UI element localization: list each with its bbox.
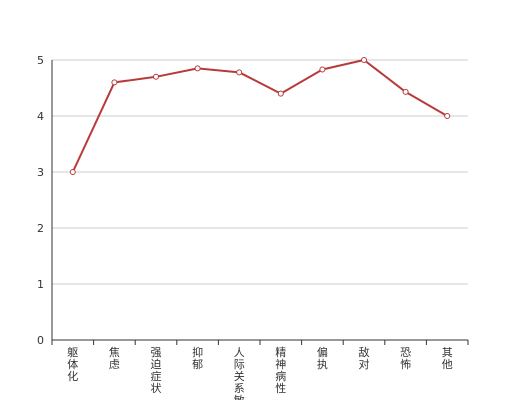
x-tick-label: 其他	[442, 346, 453, 371]
x-tick-label: 偏执	[317, 345, 328, 371]
y-tick-label: 3	[37, 166, 44, 179]
y-tick-label: 2	[37, 222, 44, 235]
data-point[interactable]	[277, 90, 284, 97]
y-tick-label: 1	[37, 278, 44, 291]
data-point[interactable]	[361, 57, 367, 63]
y-tick-label: 5	[37, 54, 44, 67]
x-tick-label: 躯体化	[67, 346, 78, 383]
y-tick-label: 4	[37, 110, 44, 123]
data-point[interactable]	[69, 169, 76, 175]
data-point[interactable]	[319, 66, 326, 73]
x-tick-label: 抑郁	[192, 345, 203, 371]
x-tick-label: 强迫症状	[151, 346, 162, 395]
x-tick-label: 精神病性	[275, 346, 286, 395]
data-point[interactable]	[194, 65, 201, 72]
data-point[interactable]	[402, 88, 409, 95]
data-point[interactable]	[236, 69, 243, 76]
data-point[interactable]	[111, 79, 118, 86]
series-line	[71, 59, 448, 173]
series	[71, 59, 448, 173]
x-tick-label: 恐怖	[400, 346, 411, 371]
data-points	[69, 57, 451, 175]
data-point[interactable]	[444, 113, 451, 119]
x-tick-label: 敌对	[359, 345, 370, 371]
gridlines	[52, 59, 468, 285]
x-tick-label: 焦虑	[109, 346, 120, 371]
y-tick-labels: 0 1 2 3 4 5	[37, 54, 44, 347]
data-point[interactable]	[153, 73, 159, 80]
y-tick-label: 0	[37, 334, 44, 347]
x-tick-labels: 躯体化 焦虑 强迫症状 抑郁 人际关系敏感 精神病性 偏执 敌对 恐怖 其他	[67, 345, 452, 400]
axes	[51, 60, 469, 345]
x-tick-label: 人际关系敏感	[234, 346, 245, 400]
